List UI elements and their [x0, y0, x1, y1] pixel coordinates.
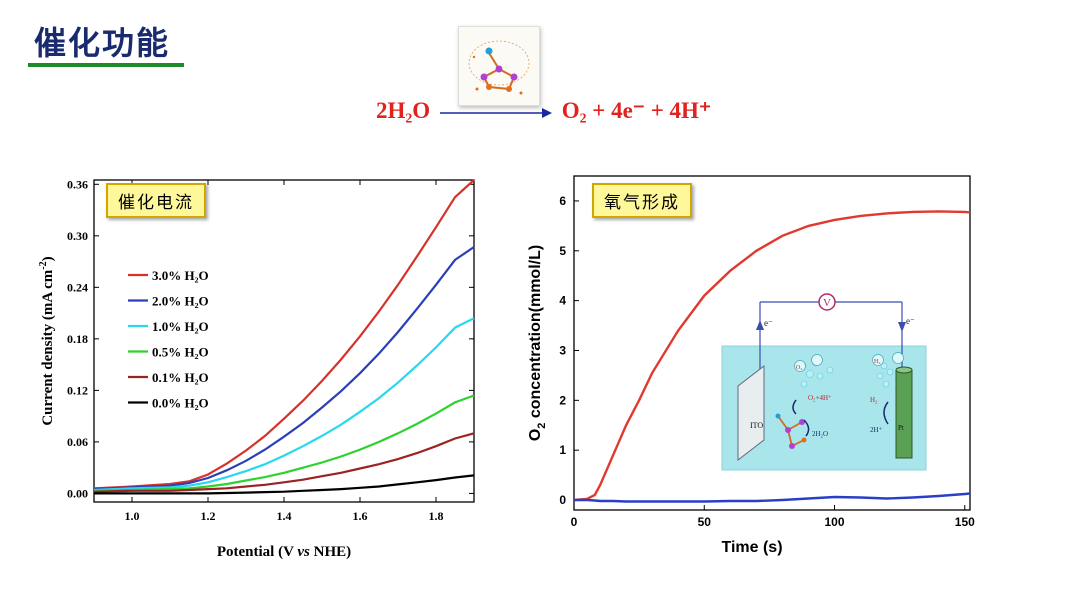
voltmeter-label: V: [823, 297, 831, 309]
y-tick-label-1: 1: [559, 443, 566, 457]
o2-bubble-label: O₂: [796, 365, 802, 371]
water-reactant-label: 2H₂O: [812, 430, 828, 438]
voltmeter-icon: [818, 293, 836, 311]
hydrogen-bubbles: [876, 362, 894, 388]
y-axis-label: O2 concentration(mmol/L): [527, 245, 548, 441]
series-line-2: [93, 317, 475, 492]
water-oxidation-equation: 2H₂O O₂ + 4e⁻ + 4H⁺: [376, 98, 711, 124]
x-tick-label-3: 1.6: [353, 509, 368, 523]
h2-bubble-label: H₂: [874, 359, 880, 365]
x-tick-label-3: 150: [955, 515, 975, 529]
y-tick-label-1: 0.06: [67, 435, 88, 449]
y-tick-label-0: 0: [559, 493, 566, 507]
y-axis-label: Current density (mA cm-2): [38, 256, 56, 425]
catalyst-cluster-icon: [775, 413, 807, 449]
electron-right-label: e⁻: [906, 316, 915, 326]
current-density-chart: 1.0 1.2 1.4 1.6 1.8 0.00 0.06 0.12 0.18 0.24 0.30 0…: [38, 177, 475, 560]
oxidation-products-label: O₂+4H⁺: [808, 394, 832, 402]
electron-left-label: e⁻: [764, 318, 773, 328]
legend-label-1: 2.0% H₂O: [152, 294, 209, 309]
x-tick-label-1: 50: [698, 515, 712, 529]
series-line-3: [93, 394, 475, 492]
y-tick-label-2: 0.12: [67, 383, 88, 397]
proton-reactant-label: 2H⁺: [870, 426, 883, 434]
equation-reactant: 2H₂O: [376, 98, 431, 123]
x-axis-label: Time (s): [721, 539, 782, 556]
ito-electrode: [737, 364, 765, 462]
y-tick-label-5: 5: [559, 244, 566, 258]
y-tick-label-0: 0.00: [67, 486, 88, 500]
y-tick-label-4: 4: [559, 294, 566, 308]
cluster-icon: [468, 40, 530, 95]
legend-label-0: 3.0% H₂O: [152, 268, 209, 283]
legend-label-5: 0.0% H₂O: [152, 396, 209, 411]
x-tick-label-0: 1.0: [125, 509, 140, 523]
pt-electrode: [895, 369, 913, 459]
series-line-4: [93, 432, 475, 493]
y-tick-label-3: 3: [559, 343, 566, 357]
series-line-0: [93, 179, 475, 490]
oxygen-formation-label: 氧气形成: [592, 183, 692, 218]
equation-product-protons: + 4H⁺: [650, 98, 712, 123]
catalytic-current-label: 催化电流: [106, 183, 206, 218]
title-underline: [28, 63, 184, 67]
plot-frame: [573, 175, 971, 511]
electrolysis-cell-diagram: V e⁻ e⁻ ITO Pt O₂ H₂ O₂+4H⁺ 2H₂O H₂ 2H⁺: [721, 293, 927, 471]
series-line-5: [94, 474, 475, 495]
x-tick-label-2: 100: [825, 515, 845, 529]
catalyst-structure-image: [458, 26, 540, 106]
x-tick-label-2: 1.4: [277, 509, 292, 523]
y-tick-label-3: 0.18: [67, 332, 88, 346]
y-tick-label-2: 2: [559, 393, 566, 407]
series-line-1: [93, 246, 475, 491]
x-axis-label: Potential (V vs NHE): [217, 544, 351, 560]
legend-label-2: 1.0% H₂O: [152, 319, 209, 334]
x-tick-label-0: 0: [571, 515, 578, 529]
oxygen-concentration-chart: 0 50 100 150 0 1 2 3 4 5 6 Time (s) O2 concentration…: [527, 175, 975, 556]
legend-label-4: 0.1% H₂O: [152, 370, 209, 385]
series-line-1: [574, 492, 971, 503]
legend-label-3: 0.5% H₂O: [152, 345, 209, 360]
series-line-0: [573, 210, 971, 502]
y-tick-label-6: 6: [559, 194, 566, 208]
equation-product-o2: O₂: [561, 98, 587, 123]
y-tick-label-5: 0.30: [67, 229, 88, 243]
y-tick-label-6: 0.36: [67, 177, 88, 191]
y-tick-label-4: 0.24: [67, 280, 88, 294]
ito-label: ITO: [750, 421, 763, 430]
equation-product-electrons: + 4e⁻: [592, 98, 645, 123]
hydrogen-product-label: H₂: [870, 396, 878, 404]
reaction-arrow-icon: [439, 107, 552, 118]
x-tick-label-4: 1.8: [429, 509, 444, 523]
pt-label: Pt: [898, 424, 904, 432]
x-tick-label-1: 1.2: [201, 509, 216, 523]
slide-title: 催化功能: [34, 24, 171, 62]
